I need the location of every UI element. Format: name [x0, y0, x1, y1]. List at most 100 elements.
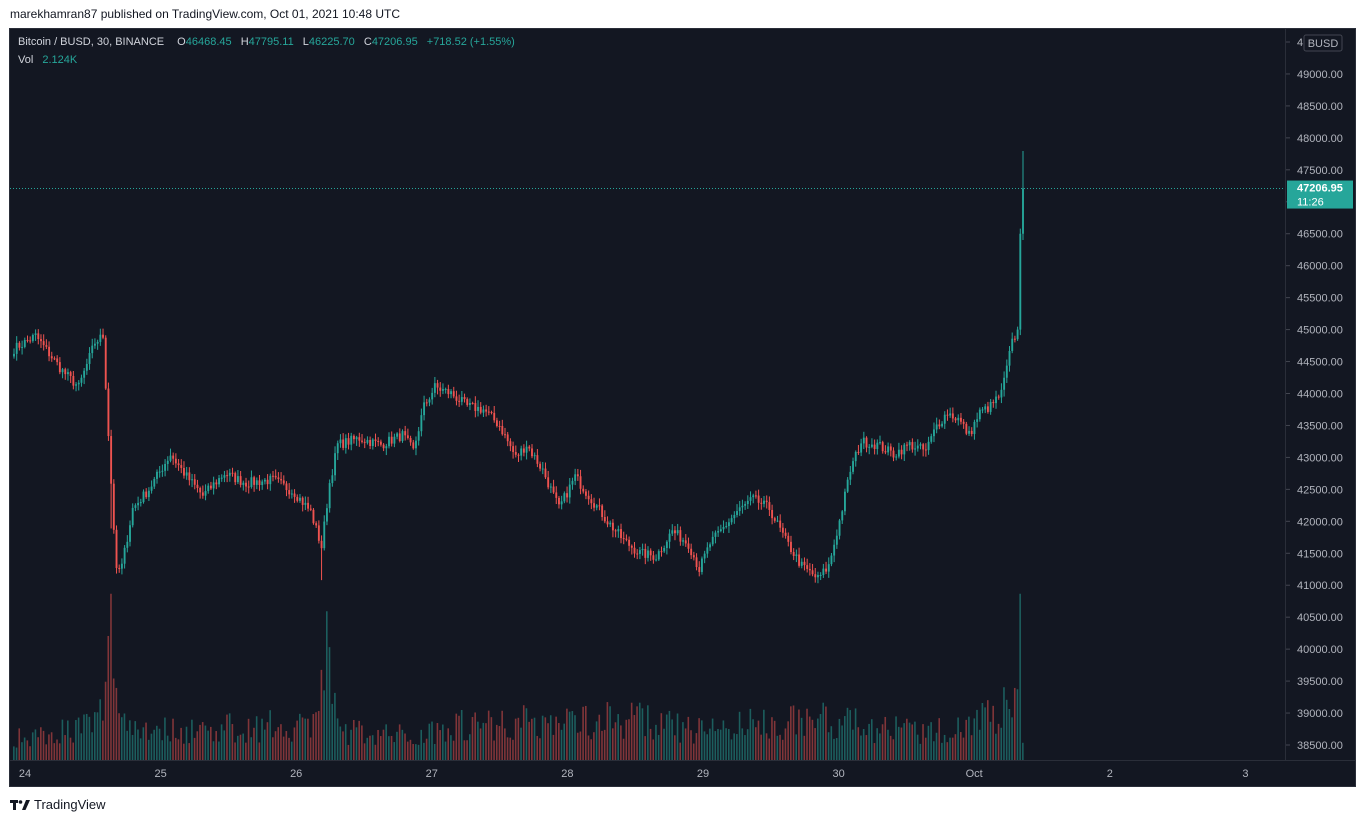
- candle-body: [795, 554, 798, 556]
- candlestick-chart[interactable]: 38500.00 39000.00 39500.00 40000.00 40500.00…: [10, 29, 1355, 786]
- volume-bar: [247, 718, 250, 760]
- candle-body: [83, 370, 86, 378]
- price-tick-label: 47500.00: [1297, 165, 1343, 177]
- volume-bar: [263, 729, 266, 760]
- volume-bar: [649, 728, 652, 760]
- volume-bar: [914, 721, 916, 760]
- candle-body: [811, 570, 814, 575]
- volume-bar: [169, 741, 172, 760]
- candle-body: [590, 499, 593, 504]
- volume-bar: [304, 718, 307, 760]
- volume-bar: [277, 727, 280, 760]
- candle-body: [644, 548, 647, 558]
- volume-bar: [922, 724, 924, 760]
- volume-bar: [595, 721, 598, 760]
- volume-bar: [312, 714, 315, 760]
- candle-body: [412, 442, 415, 449]
- time-axis[interactable]: 24 25 26 27 28 29 30 Oct 2 3: [19, 768, 1249, 780]
- candle-body: [290, 493, 293, 495]
- volume-bar: [900, 727, 903, 760]
- candle-body: [388, 436, 390, 447]
- candle-body: [957, 417, 960, 421]
- candle-body: [765, 500, 768, 503]
- candle-body: [417, 431, 420, 441]
- time-tick-label: 2: [1107, 768, 1113, 780]
- candle-body: [482, 409, 485, 413]
- candle-body: [61, 369, 64, 373]
- candle-body: [895, 456, 898, 458]
- volume-bar: [72, 742, 74, 760]
- candle-body: [280, 479, 283, 481]
- candle-body: [191, 479, 194, 481]
- candle-body: [147, 490, 150, 498]
- volume-bar: [752, 719, 754, 760]
- candle-body: [986, 406, 989, 412]
- candle-body: [744, 503, 747, 506]
- candle-body: [355, 437, 358, 440]
- volume-bar: [614, 722, 617, 760]
- candle-body: [474, 403, 477, 411]
- price-tick-label: 46500.00: [1297, 229, 1343, 241]
- volume-bar: [468, 734, 471, 760]
- candle-body: [228, 472, 231, 476]
- volume-bar: [164, 717, 166, 760]
- time-tick-label: 3: [1242, 768, 1248, 780]
- volume-bar: [37, 737, 39, 760]
- candle-body: [487, 411, 490, 413]
- volume-bar: [390, 735, 393, 760]
- candle-body: [598, 505, 601, 507]
- price-tick-label: 48500.00: [1297, 101, 1343, 113]
- candle-body: [120, 563, 123, 569]
- chart-panel[interactable]: 38500.00 39000.00 39500.00 40000.00 40500.00…: [9, 28, 1356, 787]
- volume-bar: [868, 723, 870, 760]
- volume-bar: [396, 731, 398, 760]
- volume-bar: [916, 734, 919, 760]
- volume-bar: [336, 718, 339, 760]
- volume-bar: [992, 705, 994, 760]
- volume-bar: [1022, 742, 1024, 760]
- candle-body: [69, 372, 72, 376]
- volume-bar: [811, 719, 814, 760]
- volume-bar: [787, 721, 789, 760]
- candle-body: [512, 446, 515, 453]
- volume-bar: [50, 732, 53, 760]
- candle-body: [862, 437, 865, 444]
- candle-body: [420, 415, 423, 432]
- candle-body: [528, 446, 531, 449]
- volume-bar: [452, 740, 455, 760]
- candle-body: [366, 439, 369, 443]
- candle-body: [1008, 350, 1011, 366]
- volume-bar: [633, 715, 636, 760]
- candle-body: [641, 548, 644, 551]
- candle-body: [593, 503, 595, 508]
- volume-bar: [218, 741, 220, 760]
- volume-bar: [272, 737, 274, 760]
- candle-body: [350, 435, 353, 445]
- volume-bar: [841, 725, 843, 760]
- volume-bar: [174, 737, 177, 760]
- candle-body: [887, 446, 890, 453]
- price-axis[interactable]: 38500.00 39000.00 39500.00 40000.00 40500.00…: [1286, 37, 1343, 752]
- volume-bar: [67, 720, 69, 760]
- candle-body: [725, 526, 728, 528]
- candle-body: [722, 526, 725, 530]
- volume-bar: [835, 738, 838, 760]
- candle-body: [91, 345, 94, 354]
- candle-body: [80, 377, 83, 383]
- candle-body: [822, 568, 825, 575]
- volume-bar: [765, 733, 768, 760]
- volume-bar: [512, 739, 514, 760]
- candle-body: [617, 529, 620, 532]
- volume-bar: [320, 669, 323, 760]
- volume-bar: [258, 742, 261, 760]
- candle-body: [415, 440, 417, 449]
- currency-badge[interactable]: BUSD: [1303, 34, 1343, 52]
- volume-bar: [536, 735, 539, 760]
- candle-body: [29, 340, 32, 342]
- candle-body: [773, 518, 776, 521]
- candle-body: [77, 382, 80, 385]
- candle-body: [253, 477, 256, 485]
- candle-body: [247, 486, 250, 488]
- volume-bar: [156, 725, 158, 760]
- footer-brand[interactable]: TradingView: [34, 797, 106, 812]
